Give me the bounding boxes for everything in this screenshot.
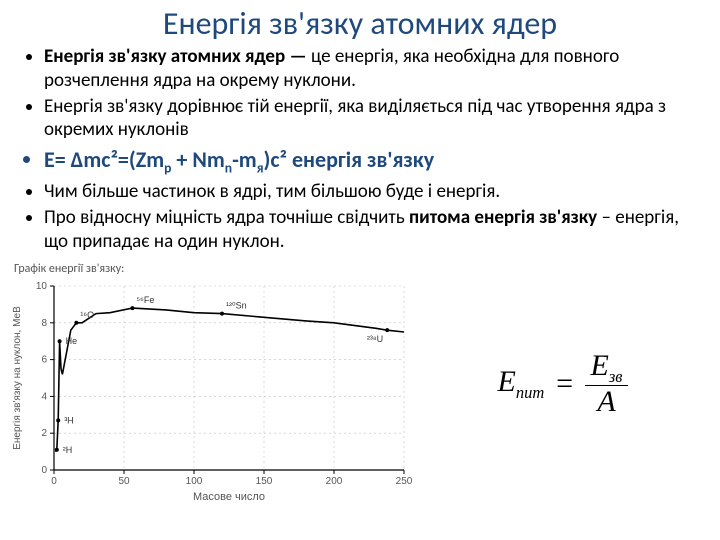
bullet-list: Енергія зв'язку атомних ядер — це енергі…	[0, 45, 720, 254]
equation-num-sub: зв	[609, 367, 623, 386]
equation-lhs-main: E	[498, 365, 516, 398]
equation-lhs-sub: пит	[516, 383, 544, 402]
svg-text:150: 150	[256, 476, 273, 487]
equation-denominator: A	[591, 386, 621, 418]
formula-mid2: -m	[232, 146, 257, 173]
svg-text:⁵⁶Fe: ⁵⁶Fe	[136, 295, 154, 305]
svg-text:0: 0	[41, 465, 47, 476]
chart-caption: Графік енергії зв'язку:	[14, 262, 416, 276]
equation-container: Eпит = Eзв A	[416, 350, 710, 418]
svg-text:³H: ³H	[64, 415, 74, 425]
svg-text:100: 100	[186, 476, 203, 487]
svg-text:Масове число: Масове число	[193, 491, 265, 503]
svg-text:¹⁶O: ¹⁶O	[80, 309, 94, 319]
svg-text:0: 0	[51, 476, 57, 487]
formula-suffix: )c² енергія зв'язку	[264, 146, 435, 173]
svg-text:2: 2	[41, 428, 47, 439]
svg-text:4: 4	[41, 391, 47, 402]
bullet-1-bold: Енергія зв'язку атомних ядер —	[44, 45, 307, 68]
equation-fraction: Eзв A	[585, 350, 629, 418]
formula-mid1: + Nm	[171, 146, 224, 173]
formula-prefix: Е= Δmc²=(Zm	[44, 146, 164, 173]
equation-lhs: Eпит	[498, 365, 545, 403]
bullet-3-formula: Е= Δmc²=(Zmp + Nmn-mя)c² енергія зв'язку	[44, 144, 694, 178]
svg-text:10: 10	[36, 281, 48, 292]
svg-text:²³⁸U: ²³⁸U	[367, 334, 383, 344]
svg-text:8: 8	[41, 317, 47, 328]
bullet-5: Про відносну міцність ядра точніше свідч…	[44, 206, 694, 254]
svg-text:Енергія зв'язку на нуклон, МеВ: Енергія зв'язку на нуклон, МеВ	[12, 306, 23, 450]
svg-text:200: 200	[326, 476, 343, 487]
equation-num-main: E	[591, 349, 609, 382]
svg-text:250: 250	[396, 476, 413, 487]
equation-eq-sign: =	[554, 367, 574, 401]
bullet-5b: питома енергія зв'язку	[409, 206, 597, 229]
formula-sub-ya: я	[257, 159, 264, 176]
binding-energy-chart: 0 50 100 150 200 250 0 2 4 6 8 10 Масове число Енергі…	[6, 276, 416, 506]
bullet-1: Енергія зв'язку атомних ядер — це енергі…	[44, 45, 694, 93]
lower-row: Графік енергії зв'язку: 0501001502002500…	[0, 256, 720, 506]
equation-numerator: Eзв	[585, 350, 629, 386]
chart-container: Графік енергії зв'язку: 0501001502002500…	[6, 262, 416, 506]
bullet-4: Чим більше частинок в ядрі, тим більшою …	[44, 180, 694, 204]
svg-text:50: 50	[118, 476, 130, 487]
bullet-5a: Про відносну міцність ядра точніше свідч…	[44, 206, 409, 229]
formula-sub-n: n	[225, 159, 232, 176]
svg-text:²H: ²H	[63, 444, 73, 454]
page-title: Енергія зв'язку атомних ядер	[0, 0, 720, 45]
svg-text:¹²⁰Sn: ¹²⁰Sn	[226, 300, 247, 310]
specific-energy-equation: Eпит = Eзв A	[498, 350, 629, 418]
svg-text:He: He	[66, 336, 78, 346]
svg-text:6: 6	[41, 354, 47, 365]
bullet-2: Енергія зв'язку дорівнює тій енергії, як…	[44, 95, 694, 143]
